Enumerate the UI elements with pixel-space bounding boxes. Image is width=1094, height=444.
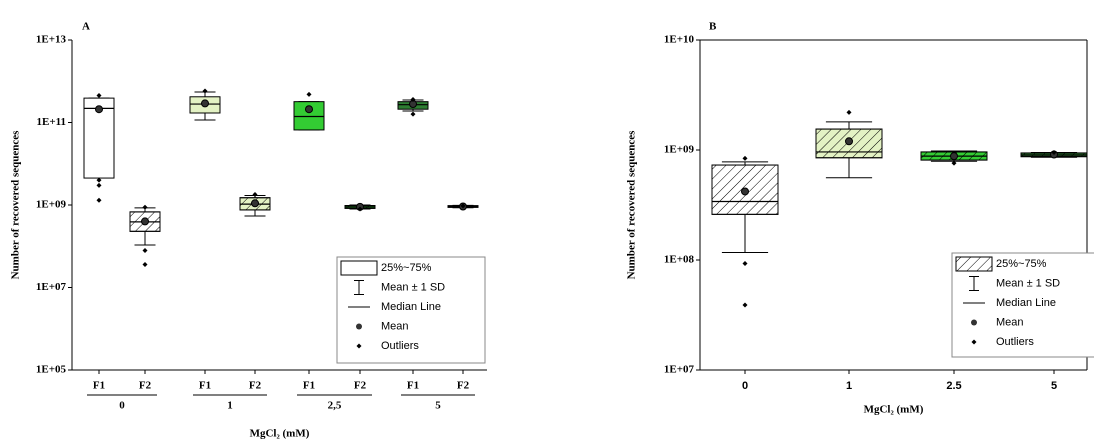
legend-label: Mean [996, 316, 1024, 328]
outlier [252, 191, 258, 197]
outlier [742, 260, 748, 266]
legend-label: 25%~75% [381, 262, 432, 274]
legend-mean [356, 323, 362, 330]
y-tick-label: 1E+11 [37, 116, 67, 128]
mean-dot [950, 152, 958, 161]
x-tick-label: F2 [354, 380, 367, 392]
x-tick-label: F2 [139, 380, 152, 392]
mean-dot [845, 137, 853, 146]
legend-label: Median Line [381, 301, 441, 313]
group-label: 0 [119, 400, 125, 412]
x-tick-label: F2 [457, 380, 470, 392]
x-axis-label: MgCl₂ (mM) [864, 404, 924, 416]
legend-swatch [340, 260, 378, 276]
legend-label: Mean ± 1 SD [381, 281, 445, 293]
mean-dot [251, 199, 259, 208]
outlier [96, 182, 102, 188]
x-tick-label: F1 [407, 380, 419, 392]
x-tick-label: 2.5 [946, 380, 961, 392]
y-tick-label: 1E+10 [664, 34, 695, 46]
outlier [410, 111, 416, 117]
x-tick-label: 0 [742, 380, 748, 392]
legend-label: Median Line [996, 297, 1056, 309]
legend-label: Outliers [996, 336, 1034, 348]
outlier [1051, 149, 1057, 155]
y-axis-label: Number of recovered sequences [626, 130, 638, 279]
x-tick-label: F1 [303, 380, 315, 392]
mean-dot [741, 187, 749, 196]
mean-dot [305, 105, 313, 114]
box [293, 101, 325, 131]
panel-label: A [82, 21, 90, 33]
x-tick-label: 5 [1051, 380, 1057, 392]
legend-swatch [955, 256, 993, 272]
outlier [357, 206, 363, 212]
legend-label: 25%~75% [996, 258, 1047, 270]
outlier [142, 262, 148, 268]
outlier [306, 91, 312, 97]
y-tick-label: 1E+08 [664, 254, 695, 266]
mean-dot [95, 105, 103, 114]
outlier [142, 204, 148, 210]
legend-whisker [969, 276, 979, 291]
x-tick-label: F1 [93, 380, 105, 392]
y-tick-label: 1E+13 [36, 34, 67, 46]
group-label: 5 [435, 400, 441, 412]
legend-label: Outliers [381, 340, 419, 352]
outlier [96, 177, 102, 183]
legend-mean [971, 319, 977, 326]
group-label: 1 [227, 400, 233, 412]
outlier [142, 247, 148, 253]
x-tick-label: F1 [199, 380, 211, 392]
outlier [96, 93, 102, 99]
x-tick-label: 1 [846, 380, 852, 392]
y-tick-label: 1E+09 [36, 199, 67, 211]
y-axis-label: Number of recovered sequences [10, 130, 22, 279]
outlier [410, 97, 416, 103]
outlier [96, 197, 102, 203]
group-label: 2,5 [328, 400, 342, 412]
outlier [202, 88, 208, 94]
outlier [846, 109, 852, 115]
legend-outlier [971, 339, 977, 345]
outlier [742, 155, 748, 161]
y-tick-label: 1E+07 [36, 281, 67, 293]
legend-whisker [354, 280, 364, 295]
mean-dot [201, 99, 209, 108]
x-tick-label: F2 [249, 380, 262, 392]
legend-label: Mean [381, 320, 409, 332]
legend-label: Mean ± 1 SD [996, 277, 1060, 289]
outlier [951, 160, 957, 166]
y-tick-label: 1E+05 [36, 364, 67, 376]
y-tick-label: 1E+09 [664, 144, 695, 156]
mean-dot [141, 217, 149, 226]
outlier [460, 203, 466, 209]
y-tick-label: 1E+07 [664, 364, 695, 376]
outlier [742, 302, 748, 308]
legend-outlier [356, 343, 362, 349]
panel-label: B [709, 21, 717, 33]
x-axis-label: MgCl₂ (mM) [250, 428, 310, 440]
